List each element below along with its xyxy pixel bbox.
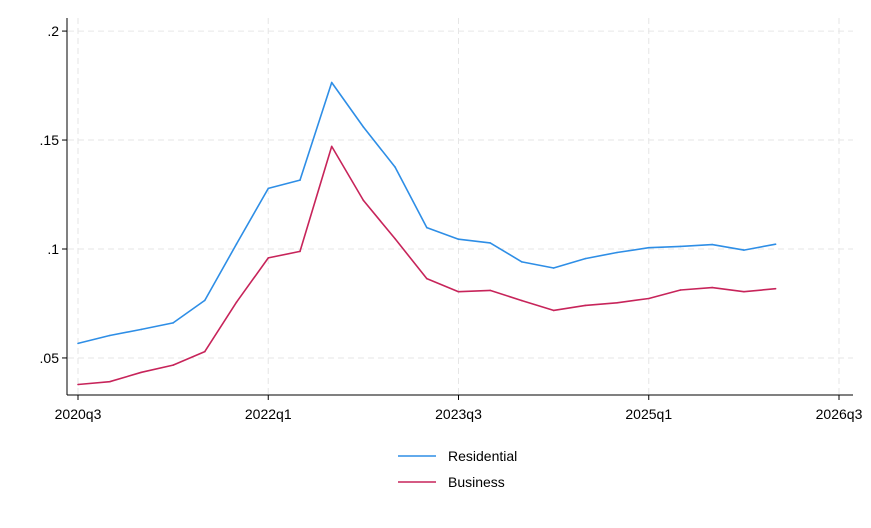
data-point-residential	[616, 251, 618, 254]
data-point-residential	[77, 342, 79, 345]
data-point-residential	[330, 81, 333, 84]
data-point-residential	[679, 245, 682, 248]
data-point-business	[299, 250, 301, 253]
data-point-residential	[711, 243, 713, 246]
x-tick-label: 2023q3	[435, 406, 482, 422]
data-point-business	[172, 364, 174, 366]
data-point-residential	[362, 126, 365, 128]
data-point-residential	[108, 334, 111, 337]
data-point-residential	[394, 166, 396, 168]
data-point-residential	[489, 242, 492, 244]
data-point-residential	[648, 246, 650, 249]
data-point-business	[552, 309, 555, 312]
data-point-business	[743, 290, 745, 293]
data-point-business	[330, 145, 333, 148]
data-point-residential	[235, 243, 238, 245]
x-tick-label: 2022q1	[245, 406, 292, 422]
data-point-residential	[140, 328, 143, 331]
y-tick-label: .2	[47, 23, 59, 39]
data-point-business	[489, 289, 492, 292]
data-point-business	[204, 350, 206, 353]
data-point-business	[235, 301, 238, 304]
x-tick-label: 2025q1	[625, 406, 672, 422]
data-point-residential	[267, 187, 270, 190]
x-tick-label: 2020q3	[55, 406, 102, 422]
series-line-business	[77, 145, 776, 386]
data-point-business	[648, 297, 650, 300]
data-point-business	[457, 290, 460, 293]
y-tick-label: .15	[40, 132, 60, 148]
data-point-business	[679, 289, 682, 291]
data-point-residential	[584, 257, 587, 260]
data-point-business	[267, 257, 270, 259]
data-point-residential	[552, 267, 555, 269]
data-point-residential	[457, 238, 460, 240]
y-tick-label: .1	[47, 241, 59, 257]
data-point-business	[711, 286, 713, 289]
data-point-residential	[426, 226, 428, 229]
data-point-business	[521, 299, 523, 302]
data-point-residential	[743, 249, 745, 251]
y-tick-label: .05	[40, 350, 60, 366]
data-point-residential	[774, 243, 777, 245]
data-point-residential	[521, 261, 523, 263]
data-point-business	[77, 383, 79, 386]
data-point-business	[584, 304, 587, 307]
data-point-business	[108, 380, 111, 383]
legend-label: Business	[448, 474, 505, 490]
x-tick-label: 2026q3	[816, 406, 863, 422]
data-point-residential	[172, 322, 174, 324]
data-point-business	[394, 238, 396, 240]
data-point-residential	[204, 299, 206, 302]
data-point-business	[426, 277, 428, 280]
data-point-business	[140, 371, 143, 374]
data-point-residential	[299, 179, 301, 181]
data-point-business	[774, 287, 777, 290]
data-point-business	[616, 302, 618, 304]
legend-label: Residential	[448, 448, 517, 464]
series-line-residential	[77, 81, 776, 345]
data-point-business	[362, 199, 365, 202]
